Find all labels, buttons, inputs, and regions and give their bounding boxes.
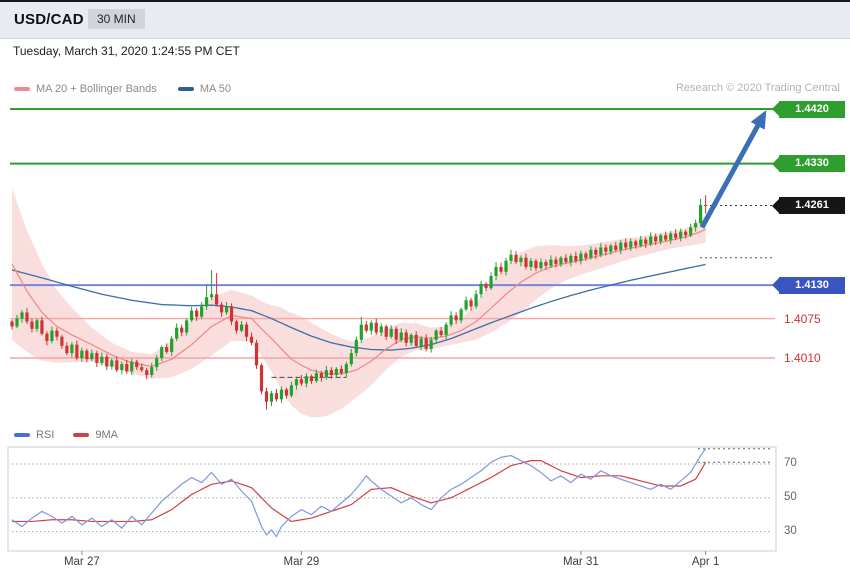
rsi-level-30-label: 30: [784, 524, 797, 537]
support-14130-label: 1.4130: [772, 276, 845, 294]
indicator-legend: MA 20 + Bollinger Bands MA 50: [14, 83, 231, 95]
x-axis-label-apr-1: Apr 1: [691, 556, 720, 568]
price-chart-canvas: [10, 108, 775, 418]
ma50-legend-label: MA 50: [199, 83, 232, 96]
rsi-level-70-label: 70: [784, 457, 797, 469]
last-price-label: 1.4261: [772, 197, 845, 215]
rsi-legend-swatch-icon: [14, 433, 30, 438]
chart-timestamp: Tuesday, March 31, 2020 1:24:55 PM CET: [13, 44, 240, 58]
x-axis-label-mar-29: Mar 29: [283, 556, 320, 568]
ma50-legend-swatch-icon: [177, 87, 194, 92]
rsi-ma9-legend-swatch-icon: [73, 433, 90, 438]
x-axis-label-mar-27: Mar 27: [63, 556, 100, 568]
resistance-14330-label: 1.4330: [772, 155, 845, 173]
support-14075-label: 1.4075: [784, 311, 821, 326]
support-14010-label: 1.4010: [784, 350, 821, 365]
timeframe-badge[interactable]: 30 MIN: [88, 9, 145, 29]
instrument-title: USD/CAD: [14, 11, 84, 28]
rsi-chart-canvas: [7, 446, 777, 555]
rsi-legend-label: RSI: [36, 429, 55, 441]
research-credit: Research © 2020 Trading Central: [675, 82, 840, 94]
rsi-level-50-label: 50: [784, 490, 797, 503]
rsi-legend: RSI 9MA: [14, 429, 118, 441]
resistance-14420-label: 1.4420: [772, 100, 845, 118]
rsi-ma9-legend-label: 9MA: [95, 429, 119, 441]
x-axis-label-mar-31: Mar 31: [562, 556, 599, 568]
ma20-legend-swatch-icon: [14, 87, 30, 92]
chart-header: USD/CAD 30 MIN: [0, 2, 850, 39]
ma20-legend-label: MA 20 + Bollinger Bands: [36, 83, 157, 96]
